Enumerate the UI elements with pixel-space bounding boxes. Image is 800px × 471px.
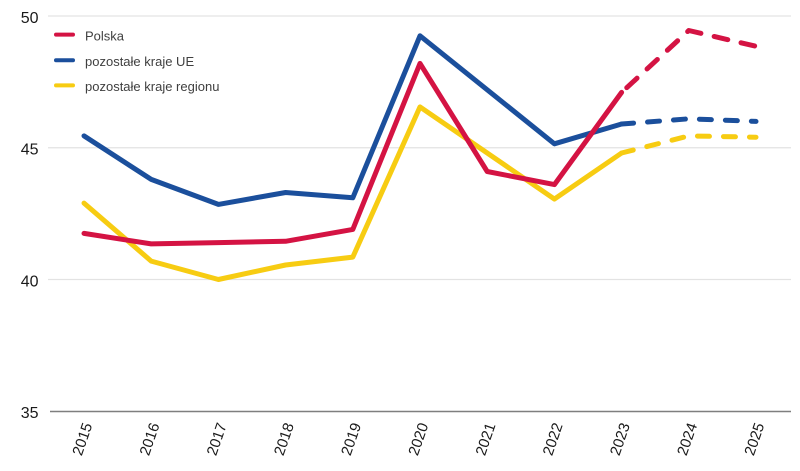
svg-text:40: 40 — [21, 274, 39, 291]
svg-text:2017: 2017 — [204, 421, 231, 458]
svg-text:2025: 2025 — [741, 421, 768, 458]
svg-text:Polska: Polska — [85, 28, 125, 43]
svg-text:2024: 2024 — [674, 421, 701, 458]
svg-text:2015: 2015 — [69, 421, 96, 458]
svg-text:2022: 2022 — [540, 421, 567, 458]
svg-text:pozostałe kraje UE: pozostałe kraje UE — [85, 54, 194, 69]
svg-text:2018: 2018 — [271, 421, 298, 458]
svg-text:2016: 2016 — [137, 421, 164, 458]
svg-text:50: 50 — [21, 10, 39, 27]
svg-text:2020: 2020 — [405, 421, 432, 458]
svg-text:45: 45 — [21, 142, 39, 159]
svg-text:pozostałe kraje regionu: pozostałe kraje regionu — [85, 79, 219, 94]
svg-text:2021: 2021 — [473, 421, 500, 458]
svg-text:2023: 2023 — [607, 421, 634, 458]
svg-text:35: 35 — [21, 405, 39, 422]
svg-text:2019: 2019 — [338, 421, 365, 458]
